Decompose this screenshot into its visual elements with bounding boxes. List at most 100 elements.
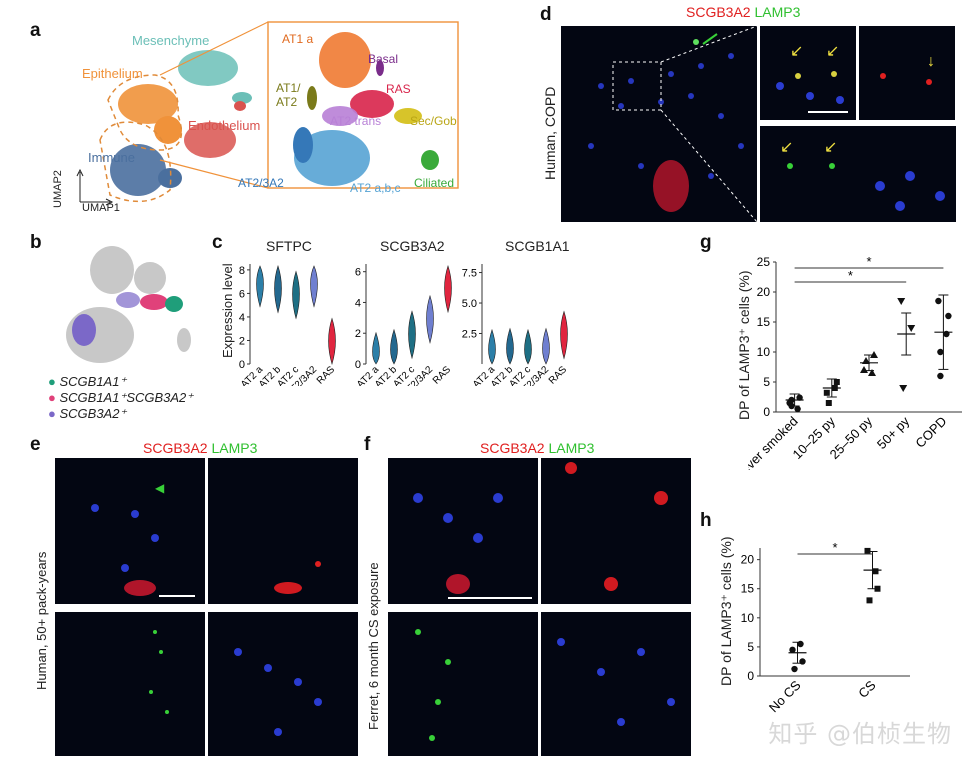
category-label: No CS	[766, 677, 804, 715]
f-title-green: LAMP3	[548, 440, 595, 456]
watermark: 知乎 @伯桢生物	[768, 720, 952, 748]
dot-tick-label: 0	[763, 405, 770, 419]
d-image-merge: ↙ ↙	[760, 26, 856, 120]
data-point	[866, 597, 873, 604]
data-point	[825, 400, 832, 406]
label-ras: RAS	[386, 82, 411, 96]
category-label: COPD	[912, 414, 949, 451]
data-point	[864, 547, 871, 554]
violin-tick-label: 6	[355, 267, 361, 279]
violin-category-label: RAS	[547, 364, 570, 386]
d-side-label: Human, COPD	[542, 86, 558, 180]
violin-mark	[310, 265, 318, 308]
label-immune: Immune	[88, 150, 135, 165]
dot-tick-label: 10	[757, 345, 771, 359]
e-image-merge: ◀	[55, 458, 205, 604]
violin-mark	[426, 294, 434, 344]
data-point	[945, 312, 952, 320]
label-mesenchyme: Mesenchyme	[132, 33, 210, 48]
e-title-green: LAMP3	[211, 440, 258, 456]
dot-tick-label: 5	[763, 375, 770, 389]
label-at2: AT2	[276, 95, 298, 109]
e-image-red	[208, 458, 358, 604]
svg-text:↙: ↙	[826, 43, 839, 60]
umap-panel-b	[66, 246, 191, 363]
epithelium-cluster	[118, 84, 178, 124]
label-at1: AT1/	[276, 81, 301, 95]
violin-title-2: SCGB3A2	[380, 238, 445, 254]
mesenchyme-cluster	[178, 50, 238, 86]
violin-mark	[488, 328, 496, 365]
dot-tick-label: 15	[757, 315, 771, 329]
data-point	[860, 366, 868, 373]
data-point	[868, 369, 876, 376]
e-image-green	[55, 612, 205, 756]
label-endothelium: Endothelium	[188, 118, 261, 133]
violin-category-label: RAS	[315, 364, 338, 386]
category-label: 50+ py	[874, 413, 913, 452]
umap1-label: UMAP1	[82, 202, 120, 214]
f-image-red	[541, 458, 691, 604]
label-at2-abc: AT2 a,b,c	[350, 181, 401, 195]
significance-star: *	[848, 268, 853, 283]
h-ylabel: DP of LAMP3⁺ cells (%)	[718, 536, 734, 686]
dot-tick-label: 5	[747, 640, 754, 654]
violin-mark	[560, 310, 568, 360]
violin-mark	[390, 328, 398, 365]
panel-label-h: h	[700, 510, 712, 531]
panel-label-b: b	[30, 232, 42, 253]
category-label: CS	[855, 677, 879, 701]
data-point	[935, 297, 942, 305]
panel-label-c: c	[212, 232, 223, 253]
d-title-red: SCGB3A2	[686, 4, 751, 20]
dot-tick-label: 15	[741, 582, 755, 596]
violin-tick-label: 2.5	[462, 329, 477, 341]
label-at2-trans: AT2 trans	[330, 114, 382, 128]
violin-mark	[328, 317, 336, 366]
violin-mark	[372, 331, 380, 365]
violin-tick-label: 2	[239, 335, 245, 347]
d-title-green: LAMP3	[754, 4, 801, 20]
panel-label-g: g	[700, 232, 712, 253]
data-point	[789, 646, 796, 654]
violin-tick-label: 8	[239, 265, 245, 277]
violin-tick-label: 2	[355, 328, 361, 340]
svg-text:↙: ↙	[780, 139, 793, 156]
violin-mark	[542, 327, 550, 365]
f-side-label: Ferret, 6 month CS exposure	[366, 562, 381, 730]
violin-tick-label: 6	[239, 288, 245, 300]
violin-tick-label: 7.5	[462, 268, 477, 280]
violin-mark	[444, 265, 452, 314]
d-image-red: ↓	[859, 26, 955, 120]
label-at1a: AT1 a	[282, 32, 314, 46]
label-epithelium: Epithelium	[82, 66, 143, 81]
data-point	[794, 405, 801, 413]
panel-label-a: a	[30, 20, 41, 41]
dot-tick-label: 0	[747, 669, 754, 683]
data-point	[796, 394, 803, 401]
data-point	[907, 325, 916, 332]
data-point	[823, 389, 830, 396]
violin-tick-label: 5.0	[462, 298, 477, 310]
dot-tick-label: 10	[741, 611, 755, 625]
dot-tick-label: 25	[757, 255, 771, 269]
violin-tick-label: 0	[239, 359, 245, 371]
label-secgob: Sec/Gob	[410, 114, 457, 128]
violin-tick-label: 0	[355, 359, 361, 371]
violin-mark	[256, 265, 264, 308]
violin-title-3: SCGB1A1	[505, 238, 570, 254]
significance-star: *	[866, 254, 871, 269]
data-point	[791, 665, 798, 673]
violin-tick-label: 4	[355, 297, 361, 309]
f-image-blue	[541, 612, 691, 756]
data-point	[897, 298, 906, 305]
e-side-label: Human, 50+ pack-years	[34, 551, 49, 690]
panel-label-f: f	[364, 434, 371, 455]
umap-panel-a	[76, 21, 459, 206]
f-image-green	[388, 612, 538, 756]
label-at2-3a2: AT2/3A2	[238, 176, 284, 190]
legend-row-2: ● SCGB1A1⁺SCGB3A2⁺	[48, 390, 194, 405]
violin-mark	[524, 328, 532, 365]
